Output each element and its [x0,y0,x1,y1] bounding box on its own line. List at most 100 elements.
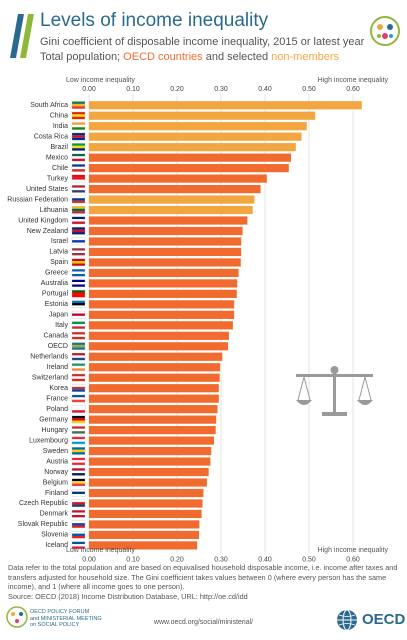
country-label: South Africa [30,102,68,109]
country-label: Australia [41,280,68,287]
chart-rows: South Africa China India Costa Rica Brazil Me… [7,101,362,550]
country-flag-icon [71,363,86,371]
subtitle-line-2: Total population; OECD countries and sel… [40,51,339,63]
footer-forum-line1: OECD POLICY FORUM [30,609,90,615]
country-flag-icon [71,541,86,550]
notes-source: Source: OECD (2018) Income Distribution … [8,591,248,601]
country-flag-icon [71,206,86,214]
bar-row: Poland [46,405,218,414]
country-label: Turkey [47,175,69,182]
bar-row: Finland [45,488,204,498]
country-label: France [46,395,68,402]
bar-row: Mexico [46,153,291,162]
bar [89,310,235,319]
country-flag-icon [71,468,86,476]
country-flag-icon [71,342,86,350]
country-flag-icon [71,520,86,529]
bar-row: Chile [52,164,289,173]
bar-row: Russian Federation [7,195,255,204]
oecd-footer-logo: OECD [336,607,405,633]
bar-row: Australia [41,279,238,288]
country-flag-icon [71,122,86,130]
bar-row: Canada [43,331,229,340]
x-tick-label-top: 0.60 [346,86,360,93]
subtitle-prefix: Total population; [40,51,124,63]
bar [89,363,221,372]
bar-row: United Kingdom [18,216,248,225]
country-label: Austria [46,458,68,465]
bar-row: Greece [45,268,239,278]
country-label: Slovenia [41,532,68,539]
footer-forum-line2: and MINISTERIAL MEETING [30,615,102,622]
x-tick-label-top: 0.10 [126,86,140,93]
social-policy-badge-icon [370,16,400,46]
bar-row: Hungary [42,426,216,435]
x-tick-label-top: 0.30 [214,86,228,93]
footer-url-link[interactable]: www.oecd.org/social/ministerial/ [153,619,254,626]
bar [89,415,217,424]
bar [89,184,261,194]
country-flag-icon [71,111,86,120]
bar-row: Korea [49,384,219,393]
country-flag-icon [71,195,86,204]
x-tick-label-bottom: 0.20 [170,557,184,562]
bar-row: Belgium [43,478,207,487]
country-label: Italy [55,322,68,329]
bar [89,426,216,435]
subtitle-line-1: Gini coefficient of disposable income in… [40,36,365,48]
country-flag-icon [71,531,86,539]
country-label: Latvia [49,249,68,256]
bar [89,111,316,120]
country-flag-icon [71,352,86,361]
country-flag-icon [71,289,86,298]
footer-forum-line3: on SOCIAL POLICY [30,622,80,629]
balance-scale-icon [296,366,373,416]
country-flag-icon [71,489,86,497]
bar [89,153,291,162]
country-flag-icon [71,258,86,267]
country-flag-icon [71,373,86,382]
bar [89,164,289,173]
country-flag-icon [71,300,86,308]
country-flag-icon [71,426,86,434]
bar [89,384,219,393]
bar [89,342,228,351]
bar-row: China [50,111,316,120]
bar-row: Slovak Republic [18,520,200,529]
bar [89,436,214,445]
oecd-globe-icon [337,609,357,631]
country-label: Luxembourg [29,437,68,444]
bar-row: France [46,394,219,403]
country-label: Israel [51,238,69,245]
bar [89,258,241,267]
bar [89,331,229,340]
country-flag-icon [71,405,86,413]
country-flag-icon [71,436,86,445]
country-label: Costa Rica [34,133,68,140]
bar [89,373,220,382]
country-label: Greece [45,270,68,277]
country-label: Chile [52,165,68,172]
bar [89,226,243,236]
bar-row: Italy [55,321,233,330]
country-flag-icon [71,279,86,288]
chart-notes: Data refer to the total population and a… [8,563,400,601]
country-flag-icon [71,457,86,466]
bar-row: OECD [48,342,228,351]
bar [89,268,239,278]
bar [89,520,200,529]
country-label: Hungary [42,427,69,434]
bar-row: Norway [44,467,209,477]
country-flag-icon [71,101,86,109]
bar-row: Japan [49,310,235,319]
bar-row: Switzerland [32,373,220,382]
country-label: China [50,112,68,119]
bar [89,530,199,540]
country-flag-icon [71,331,86,340]
country-label: Portugal [42,291,69,298]
oecd-bars-logo-icon [10,14,34,58]
country-label: Norway [44,469,68,476]
bar-row: New Zealand [27,226,243,236]
bar-row: Portugal [42,289,237,298]
country-flag-icon [71,143,86,151]
